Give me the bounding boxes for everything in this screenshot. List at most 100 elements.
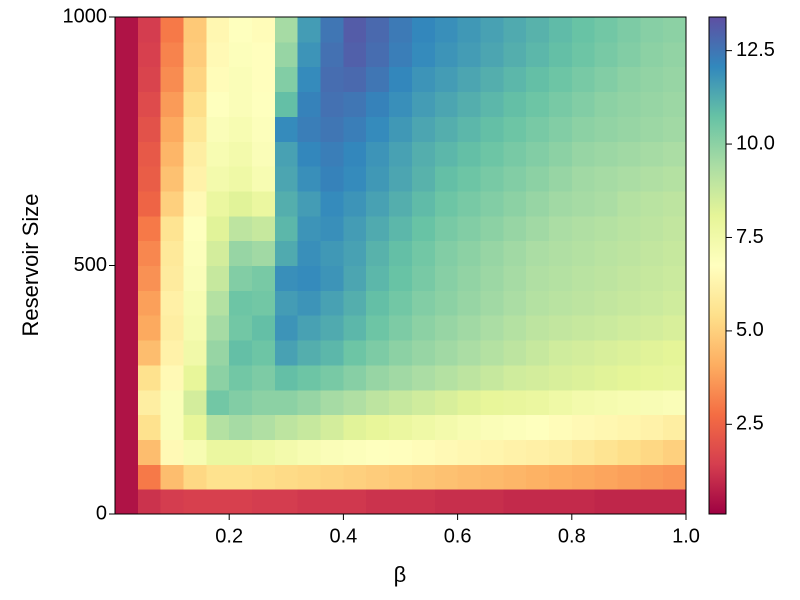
heatmap-cell [594,464,618,490]
heatmap-cell [366,190,390,217]
heatmap-cell [503,240,527,266]
heatmap-cell [571,489,596,515]
heatmap-cell [617,141,641,167]
heatmap-cell [206,414,230,440]
heatmap-cell [183,240,207,266]
heatmap-cell [457,315,481,341]
heatmap-cell [480,489,504,515]
heatmap-cell [183,91,207,117]
heatmap-cell [434,439,459,465]
heatmap-cell [548,116,573,142]
heatmap-cell [229,464,253,490]
heatmap-cell [115,340,139,366]
heatmap-cell [640,215,664,242]
heatmap-cell [617,315,641,341]
heatmap-cell [389,265,413,291]
heatmap-cell [343,265,367,291]
heatmap-cell [297,116,322,142]
heatmap-cell [183,17,207,43]
heatmap-cell [115,190,139,217]
heatmap-cell [115,464,139,490]
heatmap-cell [457,340,481,366]
heatmap-cell [320,340,344,366]
heatmap-cell [115,290,139,316]
heatmap-cell [115,91,139,117]
heatmap-cell [389,340,413,366]
heatmap-cell [229,41,253,68]
heatmap-cell [274,91,299,117]
heatmap-cell [457,265,481,291]
heatmap-cell [434,389,459,416]
heatmap-cell [252,116,276,142]
heatmap-cell [137,17,162,43]
heatmap-cell [297,66,322,93]
heatmap-cell [183,265,207,291]
heatmap-cell [640,489,664,515]
heatmap-cell [457,439,481,465]
heatmap-cell [526,190,550,217]
heatmap-cell [434,190,459,217]
heatmap-cell [594,414,618,440]
heatmap-cell [480,315,504,341]
heatmap-cell [206,464,230,490]
heatmap-cell [526,116,550,142]
heatmap-cell [617,414,641,440]
heatmap-cell [343,364,367,391]
heatmap-cell [663,439,687,465]
heatmap-cell [457,116,481,142]
x-tick-label: 1.0 [672,525,700,547]
heatmap-cell [480,66,504,93]
heatmap-cell [320,439,344,465]
heatmap-cell [366,66,390,93]
heatmap-cell [594,141,618,167]
heatmap-cell [366,91,390,117]
heatmap-cell [252,190,276,217]
heatmap-cell [480,414,504,440]
heatmap-cell [343,141,367,167]
heatmap-cell [206,41,230,68]
heatmap-cell [526,215,550,242]
heatmap-cell [526,340,550,366]
heatmap-cell [480,240,504,266]
x-tick-label: 0.2 [215,525,243,547]
heatmap-cell [366,414,390,440]
heatmap-cell [343,389,367,416]
heatmap-cell [663,215,687,242]
heatmap-cell [229,240,253,266]
heatmap-cell [160,17,185,43]
heatmap-cell [594,41,618,68]
heatmap-cell [229,116,253,142]
heatmap-cell [229,414,253,440]
heatmap-cell [640,464,664,490]
heatmap-cell [297,389,322,416]
heatmap-cell [526,166,550,192]
heatmap-cell [366,290,390,316]
heatmap-cell [548,464,573,490]
colorbar-tick-label: 5.0 [736,319,764,341]
heatmap-cell [252,17,276,43]
heatmap-cell [617,489,641,515]
heatmap-cell [160,190,185,217]
heatmap-cell [115,66,139,93]
heatmap-cell [548,414,573,440]
heatmap-cell [411,91,436,117]
heatmap-cell [297,265,322,291]
heatmap-cell [411,141,436,167]
heatmap-cell [663,290,687,316]
heatmap-cell [183,439,207,465]
heatmap-cell [389,439,413,465]
heatmap-cell [160,389,185,416]
heatmap-cell [274,464,299,490]
heatmap-cell [183,414,207,440]
heatmap-cell [663,489,687,515]
heatmap-cell [434,215,459,242]
heatmap-cell [503,489,527,515]
heatmap-cell [343,116,367,142]
heatmap-cell [229,91,253,117]
heatmap-cell [526,240,550,266]
heatmap-cell [457,166,481,192]
x-axis-title: β [394,562,407,587]
heatmap-cell [480,364,504,391]
heatmap-cell [594,340,618,366]
